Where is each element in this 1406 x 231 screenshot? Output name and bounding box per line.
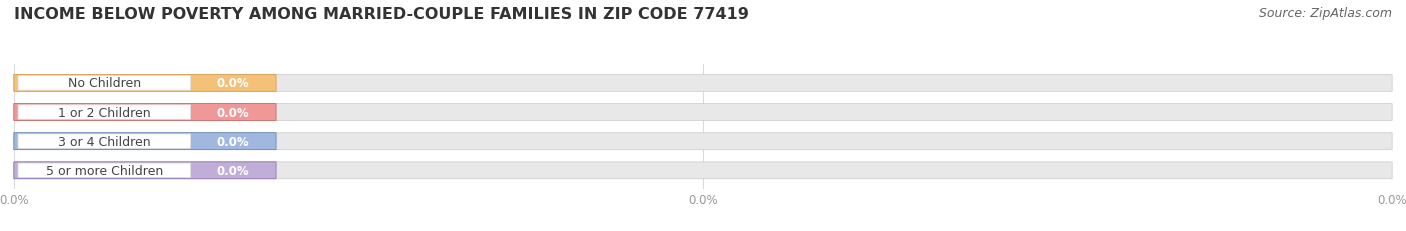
Text: No Children: No Children: [67, 77, 141, 90]
Text: 0.0%: 0.0%: [217, 77, 249, 90]
FancyBboxPatch shape: [18, 105, 191, 120]
Text: 0.0%: 0.0%: [217, 106, 249, 119]
Text: 5 or more Children: 5 or more Children: [45, 164, 163, 177]
FancyBboxPatch shape: [18, 76, 191, 91]
FancyBboxPatch shape: [18, 134, 191, 149]
FancyBboxPatch shape: [14, 104, 276, 121]
FancyBboxPatch shape: [14, 75, 1392, 92]
FancyBboxPatch shape: [14, 133, 276, 150]
FancyBboxPatch shape: [14, 104, 1392, 121]
Text: Source: ZipAtlas.com: Source: ZipAtlas.com: [1258, 7, 1392, 20]
Text: 0.0%: 0.0%: [217, 164, 249, 177]
FancyBboxPatch shape: [18, 163, 191, 178]
Text: INCOME BELOW POVERTY AMONG MARRIED-COUPLE FAMILIES IN ZIP CODE 77419: INCOME BELOW POVERTY AMONG MARRIED-COUPL…: [14, 7, 749, 22]
Text: 0.0%: 0.0%: [217, 135, 249, 148]
FancyBboxPatch shape: [14, 162, 1392, 179]
FancyBboxPatch shape: [14, 133, 1392, 150]
FancyBboxPatch shape: [14, 75, 276, 92]
Text: 3 or 4 Children: 3 or 4 Children: [58, 135, 150, 148]
FancyBboxPatch shape: [14, 162, 276, 179]
Text: 1 or 2 Children: 1 or 2 Children: [58, 106, 150, 119]
